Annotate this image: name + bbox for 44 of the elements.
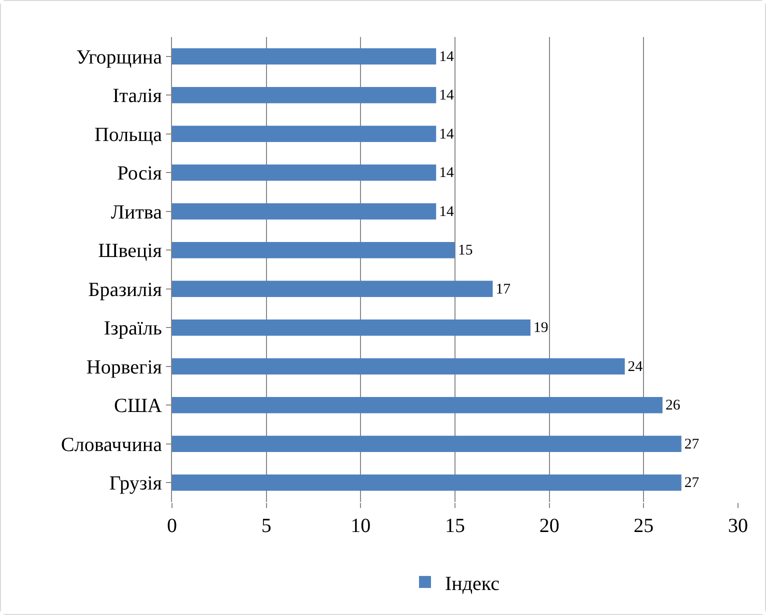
x-tick-label: 0 [167, 515, 177, 537]
x-tick-label: 20 [539, 515, 560, 537]
bar [172, 126, 436, 142]
data-label: 14 [439, 48, 455, 65]
y-tick-label: Словаччина [61, 434, 162, 456]
bar [172, 436, 682, 452]
data-label: 14 [439, 88, 455, 104]
x-tick-label: 15 [445, 515, 465, 537]
data-label: 26 [666, 398, 680, 414]
bar [172, 48, 436, 65]
data-label: 15 [458, 242, 473, 259]
y-tick-label: Угорщина [76, 46, 162, 68]
data-label: 27 [684, 475, 700, 492]
data-label: 14 [439, 165, 455, 182]
bar [172, 242, 455, 258]
bar [172, 474, 682, 491]
x-tick-label: 30 [728, 515, 748, 537]
bar [172, 396, 663, 414]
bar [172, 280, 493, 298]
data-label: 19 [533, 320, 548, 336]
y-tick-label: Росія [117, 162, 162, 185]
bar [172, 164, 436, 181]
x-tick-label: 5 [261, 515, 272, 537]
data-label: 27 [684, 436, 700, 452]
data-label: 14 [439, 204, 455, 220]
y-tick-label: США [114, 395, 163, 418]
y-tick-label: Польща [94, 124, 162, 146]
bar [172, 86, 436, 104]
y-tick-label: Бразилія [88, 278, 162, 301]
bar [172, 358, 625, 375]
y-tick-label: Ізраїль [104, 318, 162, 340]
x-tick-label: 10 [350, 515, 371, 537]
data-label: 17 [496, 281, 511, 298]
data-label: 24 [628, 358, 644, 375]
bar [172, 203, 436, 220]
y-tick-label: Норвегія [86, 356, 162, 378]
y-tick-label: Швеція [98, 240, 162, 262]
data-label: 14 [439, 126, 455, 142]
y-tick-label: Литва [110, 201, 162, 224]
bar [172, 319, 530, 336]
y-tick-label: Італія [112, 85, 162, 108]
y-tick-label: Грузія [109, 472, 162, 495]
x-tick-label: 25 [634, 515, 654, 537]
legend-label: Індекс [445, 572, 500, 595]
